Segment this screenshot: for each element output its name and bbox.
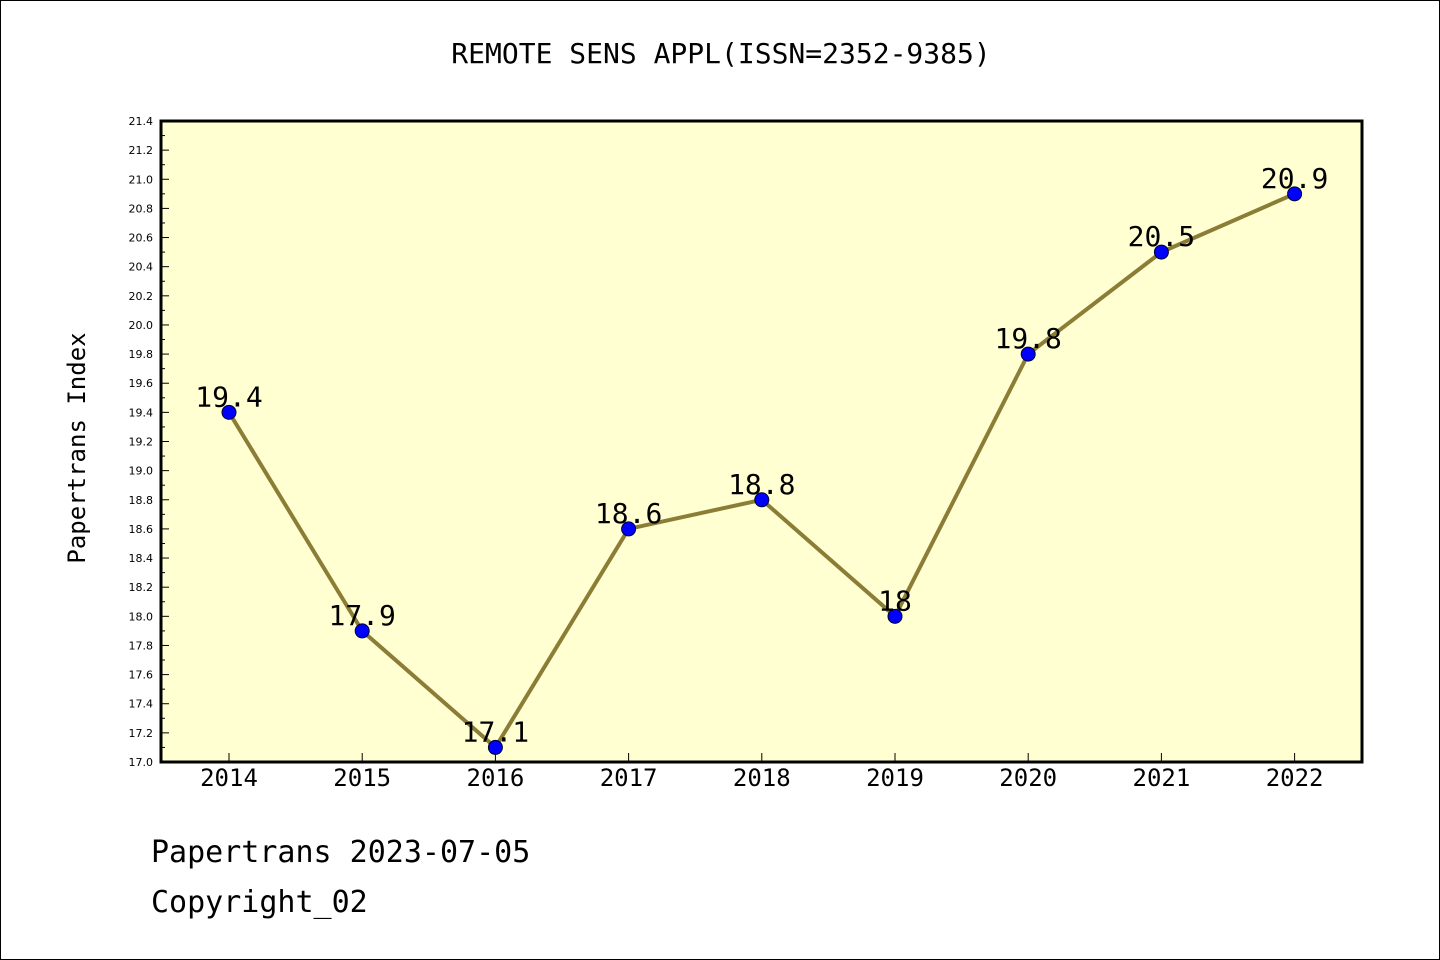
y-tick-label: 17.2 — [129, 727, 154, 740]
y-tick-label: 18.0 — [129, 610, 154, 623]
y-tick-label: 20.2 — [129, 290, 154, 303]
y-tick-label: 19.0 — [129, 465, 154, 478]
y-tick-label: 21.4 — [129, 115, 154, 128]
y-tick-label: 19.8 — [129, 348, 154, 361]
y-tick-label: 18.6 — [129, 523, 154, 536]
data-point-marker — [221, 404, 237, 420]
x-tick-label: 2016 — [467, 764, 525, 792]
y-tick-label: 20.4 — [129, 261, 154, 274]
data-label: 17.1 — [462, 715, 529, 748]
data-point-marker — [487, 739, 503, 755]
x-tick-label: 2014 — [200, 764, 258, 792]
y-tick-label: 21.0 — [129, 173, 154, 186]
y-tick-label: 19.6 — [129, 377, 154, 390]
y-tick-label: 17.8 — [129, 639, 154, 652]
data-point-marker — [1287, 186, 1303, 202]
data-point-marker — [1020, 346, 1036, 362]
y-tick-label: 18.8 — [129, 494, 154, 507]
x-tick-label: 2018 — [733, 764, 791, 792]
plot-area — [159, 119, 1364, 764]
data-point-marker — [621, 521, 637, 537]
data-label: 19.8 — [994, 322, 1061, 355]
footer-copyright: Copyright_02 — [151, 885, 368, 920]
x-tick-label: 2020 — [999, 764, 1057, 792]
data-label: 19.4 — [195, 380, 262, 413]
x-tick-label: 2017 — [600, 764, 658, 792]
data-label: 20.5 — [1128, 220, 1195, 253]
x-tick-label: 2015 — [333, 764, 391, 792]
chart-title: REMOTE SENS APPL(ISSN=2352-9385) — [451, 37, 991, 70]
y-tick-label: 20.0 — [129, 319, 154, 332]
y-tick-label: 18.4 — [129, 552, 154, 565]
data-label: 20.9 — [1261, 162, 1328, 195]
data-label: 18.6 — [595, 497, 662, 530]
data-point-marker — [754, 492, 770, 508]
data-point-marker — [1153, 244, 1169, 260]
y-tick-label: 17.6 — [129, 669, 154, 682]
y-tick-label: 19.4 — [129, 406, 154, 419]
y-tick-label: 20.8 — [129, 202, 154, 215]
data-label: 18.8 — [728, 468, 795, 501]
y-tick-label: 21.2 — [129, 144, 154, 157]
footer-date: Papertrans 2023-07-05 — [151, 835, 531, 870]
x-tick-label: 2019 — [866, 764, 924, 792]
y-tick-label: 17.4 — [129, 698, 154, 711]
data-point-marker — [354, 623, 370, 639]
y-tick-label: 17.0 — [129, 756, 154, 769]
y-tick-label: 20.6 — [129, 232, 154, 245]
data-point-marker — [887, 608, 903, 624]
x-tick-label: 2022 — [1266, 764, 1324, 792]
y-tick-label: 18.2 — [129, 581, 154, 594]
data-label: 18 — [878, 584, 912, 617]
data-label: 17.9 — [328, 599, 395, 632]
y-tick-label: 19.2 — [129, 436, 154, 449]
y-axis-label: Papertrans Index — [63, 332, 91, 563]
x-tick-label: 2021 — [1133, 764, 1191, 792]
